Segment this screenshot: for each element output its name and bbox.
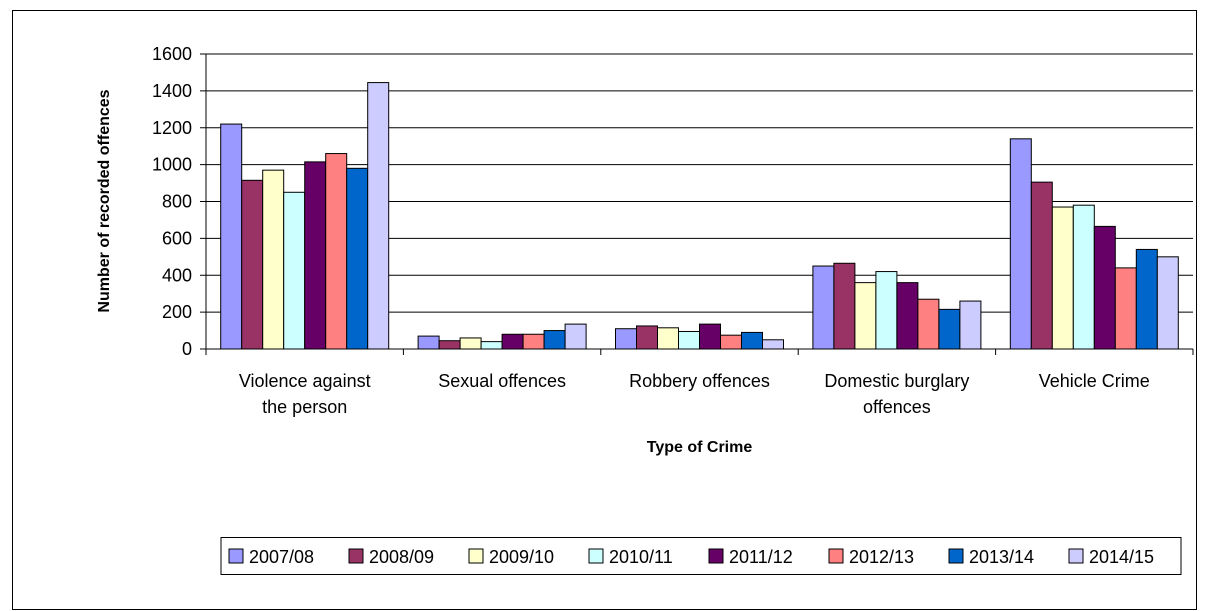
bar [367, 82, 390, 350]
bar [833, 262, 856, 350]
x-category-label: Violence against the person [239, 371, 371, 417]
legend-swatch [468, 548, 484, 564]
bar [304, 161, 327, 350]
bar [459, 337, 482, 350]
bar [220, 123, 243, 350]
legend-label: 2007/08 [249, 547, 314, 567]
legend-label: 2011/12 [729, 547, 793, 567]
bar [241, 179, 264, 350]
bar [875, 271, 898, 350]
legend-label: 2014/15 [1089, 547, 1154, 567]
bar [1093, 225, 1116, 350]
x-category-label: Sexual offences [438, 371, 566, 391]
bar [283, 191, 306, 350]
bar [262, 169, 285, 350]
bar [678, 330, 700, 350]
bar [346, 167, 369, 350]
bar [1072, 204, 1095, 350]
bar [438, 340, 461, 350]
bar-chart: 0 200 400 600 800 1000 1200 1400 1600 Violence a… [96, 44, 1194, 575]
legend-swatch [228, 548, 244, 564]
bar [1009, 138, 1032, 350]
bar [896, 282, 919, 350]
bar [854, 282, 877, 350]
x-axis-title: Type of Crime [647, 439, 753, 456]
y-tick-label: 1400 [152, 81, 192, 101]
legend-label: 2013/14 [969, 547, 1034, 567]
bar [741, 331, 763, 350]
legend-swatch [708, 548, 724, 564]
x-category-label: Robbery offences [629, 371, 770, 391]
y-axis-title: Number of recorded offences [96, 89, 113, 312]
y-tick-label: 1000 [152, 155, 192, 175]
y-tick-label: 200 [162, 302, 192, 322]
y-tick-label: 600 [162, 228, 192, 248]
bar [699, 323, 721, 350]
y-tick-label: 400 [162, 265, 192, 285]
bar [657, 327, 679, 350]
x-category-labels: Violence against the person Sexual offence… [239, 371, 1150, 417]
bar [720, 334, 742, 350]
x-category-label: Vehicle Crime [1039, 371, 1150, 391]
bar [325, 153, 348, 350]
legend-swatch [348, 548, 364, 564]
bar [636, 325, 658, 350]
bar [1051, 206, 1074, 350]
legend-swatch [948, 548, 964, 564]
legend-label: 2008/09 [369, 547, 434, 567]
bar [564, 323, 587, 350]
y-tick-label: 800 [162, 192, 192, 212]
bar [917, 298, 940, 350]
bar [938, 308, 961, 350]
bar [1135, 248, 1158, 350]
bar [480, 341, 503, 350]
legend-label: 2010/11 [609, 547, 673, 567]
y-tick-label: 0 [182, 339, 192, 359]
chart-frame: 0 200 400 600 800 1000 1200 1400 1600 Violence a… [12, 10, 1197, 610]
legend-label: 2012/13 [849, 547, 914, 567]
bar [417, 335, 440, 350]
axes [200, 53, 1194, 355]
y-tick-labels: 0 200 400 600 800 1000 1200 1400 1600 [152, 44, 192, 359]
bar [522, 333, 545, 350]
bar [762, 339, 784, 350]
legend-box [220, 537, 1182, 575]
legend-swatch [1068, 548, 1084, 564]
bar [1156, 256, 1179, 350]
legend: 2007/08 2008/09 2009/10 2010/11 2011/12 2012/… [220, 537, 1182, 575]
x-category-label: Domestic burglary offences [824, 371, 969, 417]
bar [812, 265, 835, 350]
bar [543, 330, 566, 350]
bar [615, 328, 637, 350]
bar [959, 300, 982, 350]
y-tick-label: 1200 [152, 118, 192, 138]
legend-label: 2009/10 [489, 547, 554, 567]
bar [1114, 267, 1137, 350]
bars [220, 82, 1179, 350]
legend-swatch [588, 548, 604, 564]
y-tick-label: 1600 [152, 44, 192, 64]
bar [501, 333, 524, 350]
bar [1030, 181, 1053, 350]
legend-swatch [828, 548, 844, 564]
